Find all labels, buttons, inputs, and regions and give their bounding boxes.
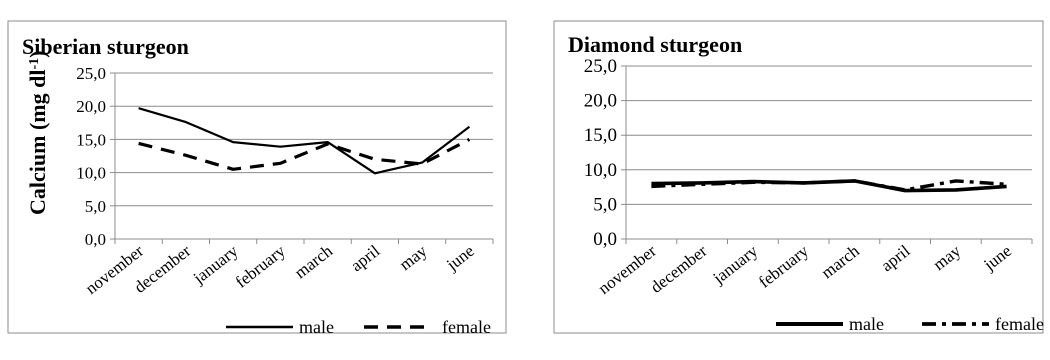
chart-frame [7, 20, 507, 334]
series-line-male [138, 107, 471, 175]
chart-panel-siberian: Siberian sturgeon0,05,010,015,020,025,0n… [7, 20, 507, 337]
legend-label-female: female [442, 317, 491, 337]
x-tick-label: march [818, 241, 864, 282]
y-axis-label-superscript: -1 [27, 58, 42, 70]
y-axis-label-close: ) [25, 51, 50, 58]
y-tick-label: 0,0 [593, 229, 617, 250]
x-tick-label: april [347, 241, 383, 275]
x-tick-label: june [442, 241, 478, 275]
y-tick-label: 0,0 [85, 230, 106, 249]
y-axis-label-main: Calcium (mg dl [25, 70, 50, 215]
x-tick-label: january [709, 241, 762, 288]
chart-title: Diamond sturgeon [568, 32, 742, 57]
y-tick-label: 10,0 [584, 160, 617, 181]
legend-label-male: male [299, 317, 334, 337]
y-axis-label: Calcium (mg dl-1) [25, 51, 50, 215]
legend-label-female: female [995, 314, 1044, 334]
y-tick-label: 5,0 [593, 194, 617, 215]
y-tick-label: 5,0 [85, 197, 106, 216]
chart-panel-diamond: Diamond sturgeon0,05,010,015,020,025,0no… [553, 20, 1044, 334]
x-tick-label: june [980, 241, 1016, 275]
y-tick-label: 15,0 [76, 130, 106, 149]
y-tick-label: 20,0 [584, 91, 617, 112]
y-tick-label: 10,0 [76, 164, 106, 183]
legend-label-male: male [849, 314, 884, 334]
x-tick-label: february [755, 241, 812, 292]
x-tick-label: december [647, 241, 711, 297]
chart-title: Siberian sturgeon [22, 34, 189, 59]
y-tick-label: 25,0 [584, 56, 617, 77]
y-tick-label: 20,0 [76, 97, 106, 116]
series-line-female [138, 137, 471, 171]
series-line-male [651, 179, 1007, 193]
y-tick-label: 15,0 [584, 125, 617, 146]
x-tick-label: may [930, 241, 965, 274]
y-tick-label: 25,0 [76, 64, 106, 83]
x-tick-label: february [232, 241, 289, 292]
chart-frame [553, 20, 1044, 334]
x-tick-label: may [396, 241, 431, 274]
x-tick-label: march [291, 241, 337, 282]
x-tick-label: april [877, 241, 913, 275]
